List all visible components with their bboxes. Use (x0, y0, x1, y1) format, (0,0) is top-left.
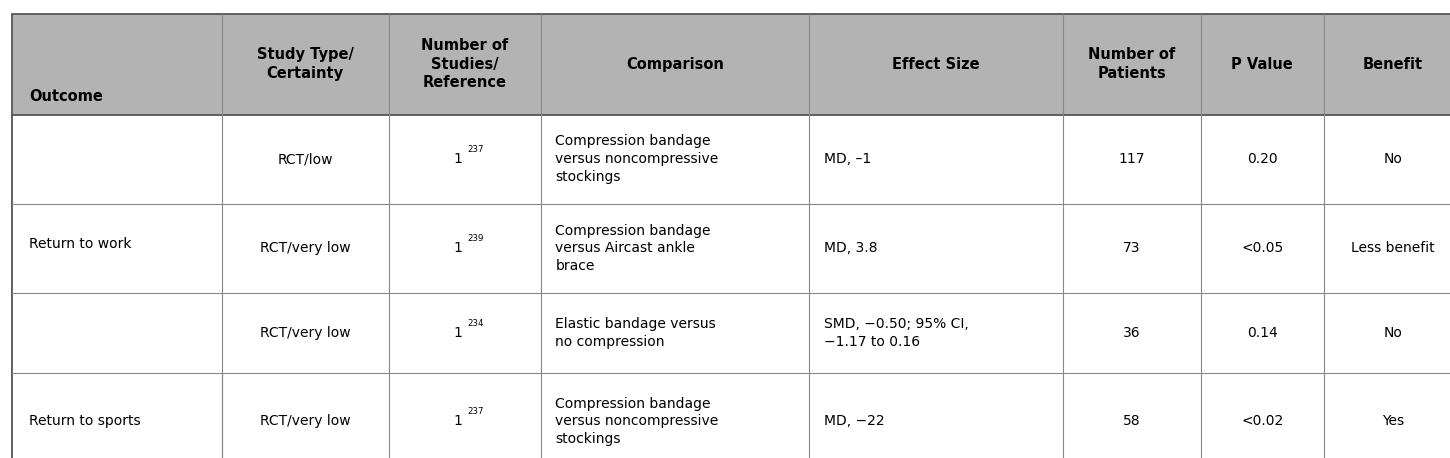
Text: 1: 1 (452, 414, 463, 428)
Text: <0.02: <0.02 (1241, 414, 1283, 428)
Text: 1: 1 (452, 241, 463, 256)
Text: Less benefit: Less benefit (1351, 241, 1434, 256)
Text: RCT/low: RCT/low (277, 152, 334, 166)
Bar (12, 204, 1450, 293)
Text: Compression bandage
versus noncompressive
stockings: Compression bandage versus noncompressiv… (555, 397, 719, 446)
Text: Compression bandage
versus Aircast ankle
brace: Compression bandage versus Aircast ankle… (555, 224, 710, 273)
Text: Outcome: Outcome (29, 89, 103, 104)
Bar (12, 14, 1450, 114)
Text: 234: 234 (467, 319, 484, 327)
Bar (12, 114, 1450, 204)
Text: 0.20: 0.20 (1247, 152, 1277, 166)
Text: Yes: Yes (1382, 414, 1404, 428)
Text: 73: 73 (1122, 241, 1141, 256)
Text: No: No (1383, 152, 1402, 166)
Text: Number of
Studies/
Reference: Number of Studies/ Reference (420, 38, 509, 90)
Bar (12, 293, 1450, 373)
Text: P Value: P Value (1231, 57, 1293, 71)
Text: RCT/very low: RCT/very low (260, 241, 351, 256)
Text: Study Type/
Certainty: Study Type/ Certainty (257, 47, 354, 81)
Text: Return to work: Return to work (29, 237, 132, 251)
Text: RCT/very low: RCT/very low (260, 326, 351, 340)
Text: Comparison: Comparison (626, 57, 724, 71)
Text: Effect Size: Effect Size (892, 57, 980, 71)
Text: 1: 1 (452, 152, 463, 166)
Text: MD, −22: MD, −22 (824, 414, 884, 428)
Text: <0.05: <0.05 (1241, 241, 1283, 256)
Text: 239: 239 (467, 234, 484, 243)
Text: 237: 237 (467, 145, 484, 153)
Text: 36: 36 (1122, 326, 1141, 340)
Text: 237: 237 (467, 407, 484, 416)
Text: 1: 1 (452, 326, 463, 340)
Text: 117: 117 (1118, 152, 1146, 166)
Text: MD, –1: MD, –1 (824, 152, 871, 166)
Text: Number of
Patients: Number of Patients (1088, 47, 1176, 81)
Text: Elastic bandage versus
no compression: Elastic bandage versus no compression (555, 317, 716, 349)
Text: Return to sports: Return to sports (29, 414, 141, 428)
Text: RCT/very low: RCT/very low (260, 414, 351, 428)
Text: 0.14: 0.14 (1247, 326, 1277, 340)
Text: 58: 58 (1122, 414, 1141, 428)
Text: No: No (1383, 326, 1402, 340)
Text: Compression bandage
versus noncompressive
stockings: Compression bandage versus noncompressiv… (555, 134, 719, 184)
Text: SMD, −0.50; 95% CI,
−1.17 to 0.16: SMD, −0.50; 95% CI, −1.17 to 0.16 (824, 317, 969, 349)
Bar (12, 373, 1450, 458)
Text: Benefit: Benefit (1363, 57, 1422, 71)
Text: MD, 3.8: MD, 3.8 (824, 241, 877, 256)
